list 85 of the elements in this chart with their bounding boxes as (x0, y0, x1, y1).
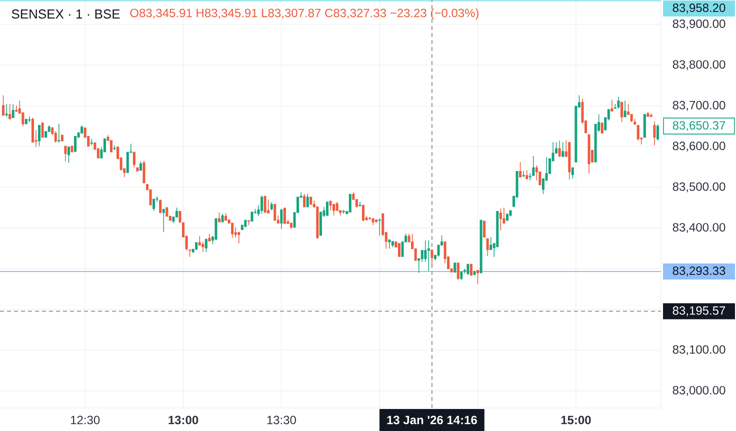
candlestick (162, 208, 165, 232)
candlestick (522, 170, 525, 178)
candlestick (486, 238, 489, 256)
candlestick (636, 125, 640, 141)
candlestick (430, 250, 434, 266)
candlestick (67, 146, 70, 164)
candlestick (473, 270, 476, 276)
candlestick (5, 103, 8, 118)
y-tick-label: 83,700.00 (672, 100, 726, 111)
candlestick (372, 218, 374, 226)
y-tick-label: 83,500.00 (672, 182, 726, 192)
ref-line-label: 83,195.57 (672, 306, 726, 316)
candlestick (610, 99, 614, 112)
candlestick (38, 125, 41, 147)
candlestick (80, 125, 84, 134)
candlestick (466, 264, 470, 276)
candlestick (2, 94, 5, 116)
candlestick (12, 104, 14, 118)
candlestick (650, 113, 652, 118)
x-tick-label: 12:30 (70, 416, 100, 424)
candlestick (571, 167, 574, 180)
ref-line-label: 13 Jan '26 14:16 (387, 416, 477, 424)
candlestick (247, 220, 250, 226)
candlestick (535, 164, 538, 181)
candlestick (653, 120, 656, 146)
candlestick (221, 213, 224, 222)
candlestick (509, 209, 512, 217)
candlestick (310, 196, 312, 205)
candlestick (332, 204, 336, 216)
candlestick (617, 96, 620, 110)
candlestick (267, 199, 270, 214)
candlestick (218, 212, 221, 222)
y-tick-label: 83,400.00 (672, 223, 726, 233)
candlestick (454, 262, 456, 274)
candlestick (60, 134, 64, 142)
y-tick-label: 83,000.00 (672, 386, 726, 396)
y-tick-label: 83,900.00 (672, 19, 726, 30)
candlestick (568, 142, 571, 180)
candlestick (342, 209, 345, 214)
candlestick (28, 116, 31, 123)
candlestick (378, 218, 381, 236)
annotation: 83,650.37 (672, 121, 726, 132)
text: SENSEX · 1 · BSE (12, 9, 120, 19)
candlestick (646, 112, 650, 117)
candlestick (326, 202, 328, 216)
candlestick (588, 134, 590, 174)
candlestick (358, 202, 362, 207)
candlestick (152, 198, 156, 212)
candlestick (90, 138, 93, 146)
candlestick (8, 103, 12, 120)
candlestick (113, 144, 116, 151)
candlestick (306, 193, 309, 208)
candlestick (519, 162, 522, 178)
candlestick (58, 123, 60, 144)
candlestick (204, 238, 208, 252)
text: O83,345.91 H83,345.91 L83,307.87 C83,327.33 −23.23 (−0.03%) (130, 8, 479, 20)
candlestick (208, 233, 211, 242)
candlestick (388, 239, 391, 250)
candlestick (526, 170, 528, 180)
candlestick (391, 241, 394, 248)
candlestick (499, 208, 502, 231)
x-tick-label: 15:00 (561, 416, 591, 424)
candlestick (375, 220, 378, 222)
candlestick (132, 152, 136, 168)
candlestick (558, 140, 561, 158)
candlestick (280, 209, 283, 230)
candlestick (624, 100, 626, 118)
candlestick (283, 208, 286, 224)
ref-line-label: 83,958.20 (672, 4, 726, 14)
candlestick (270, 202, 273, 211)
candlestick (476, 270, 480, 285)
candlestick (260, 195, 264, 214)
candlestick (460, 270, 463, 281)
y-tick-label: 83,800.00 (672, 60, 726, 70)
y-tick-label: 83,600.00 (672, 142, 726, 152)
x-tick-label: 13:30 (267, 416, 296, 424)
ref-line-label: 83,293.33 (672, 266, 726, 276)
candlestick (562, 142, 564, 158)
candlestick (70, 146, 74, 152)
y-tick-label: 83,100.00 (672, 345, 726, 356)
candlestick (244, 220, 247, 228)
candlestick (64, 146, 67, 162)
candlestick (483, 220, 486, 238)
x-tick-label: 13:00 (168, 416, 198, 424)
candlestick (427, 240, 430, 272)
